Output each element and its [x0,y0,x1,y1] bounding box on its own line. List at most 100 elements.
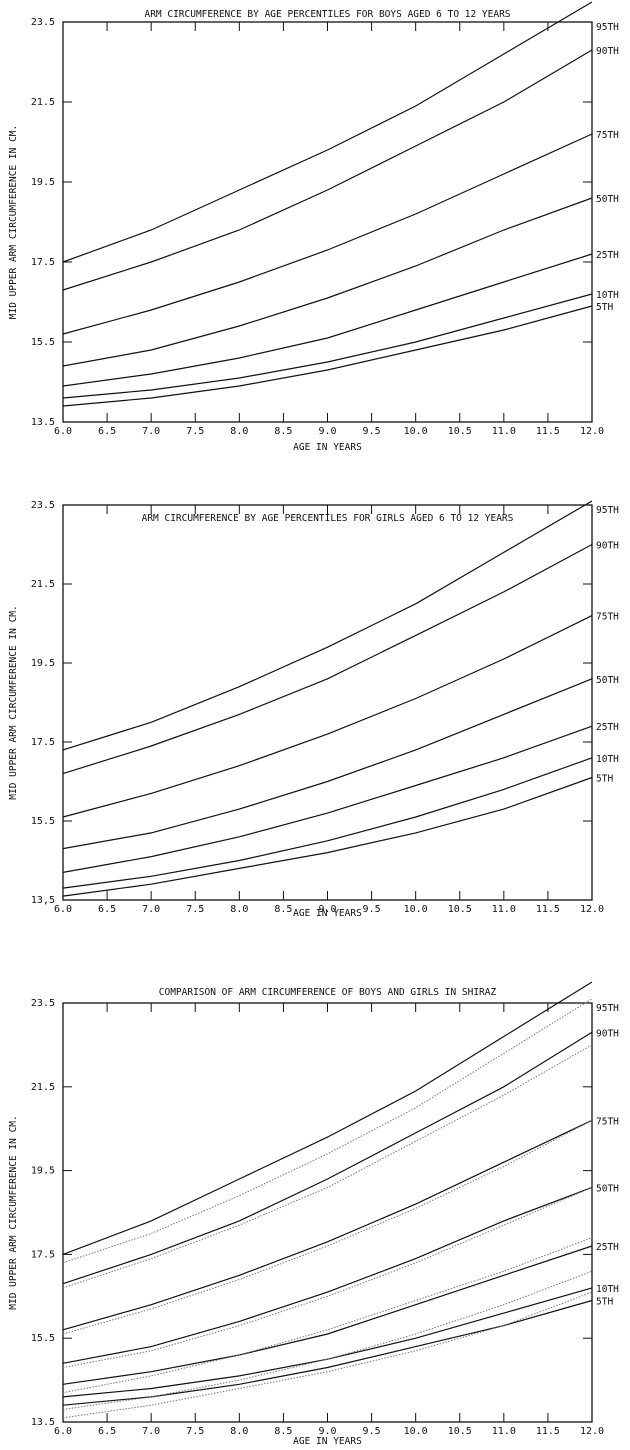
series-label-50th: 50TH [596,675,619,686]
series-line-50th [62,197,593,367]
series-line-75th-boys [62,1119,593,1331]
series-line-95th [62,500,593,751]
x-tick-label: 7.0 [142,426,160,437]
series-line-95th-girls [62,998,593,1264]
y-tick-label: 17.5 [31,1249,55,1260]
series-line-5th [62,305,593,407]
series-line-10th-girls [62,1270,593,1410]
x-tick-label: 6.5 [98,1426,116,1437]
x-tick-label: 8.0 [230,904,248,915]
x-tick-label: 6.0 [54,426,72,437]
chart-2: COMPARISON OF ARM CIRCUMFERENCE OF BOYS … [8,981,619,1447]
x-tick-label: 8.0 [230,1426,248,1437]
series-label-95th: 95TH [596,1003,619,1014]
x-tick-label: 10.5 [448,904,472,915]
series-line-10th-boys [62,1287,593,1398]
x-tick-label: 11.0 [492,1426,516,1437]
x-tick-label: 9.0 [318,426,336,437]
x-axis-label: AGE IN YEARS [293,908,362,919]
series-label-90th: 90TH [596,1028,619,1039]
series-label-10th: 10TH [596,754,619,765]
y-tick-label: 13,5 [31,895,55,906]
x-tick-label: 6.5 [98,904,116,915]
series-line-50th-girls [62,1186,593,1368]
x-tick-label: 7.0 [142,1426,160,1437]
y-tick-label: 23.5 [31,998,55,1009]
series-line-50th [62,678,593,850]
x-tick-label: 11.5 [536,426,560,437]
x-tick-label: 7.5 [186,426,204,437]
series-line-10th [62,293,593,399]
x-axis-label: AGE IN YEARS [293,442,362,453]
chart-1: ARM CIRCUMFERENCE BY AGE PERCENTILES FOR… [8,500,619,919]
series-line-25th [62,253,593,387]
x-tick-label: 9.0 [318,904,336,915]
series-label-50th: 50TH [596,194,619,205]
y-tick-label: 19.5 [31,1166,55,1177]
y-tick-label: 13.5 [31,417,55,428]
series-line-90th [62,543,593,775]
series-line-90th [62,49,593,291]
x-tick-label: 11.0 [492,426,516,437]
series-line-50th-boys [62,1186,593,1364]
chart-0: ARM CIRCUMFERENCE BY AGE PERCENTILES FOR… [8,1,619,453]
series-label-25th: 25TH [596,722,619,733]
series-label-10th: 10TH [596,290,619,301]
series-label-75th: 75TH [596,612,619,623]
y-tick-label: 19.5 [31,658,55,669]
x-tick-label: 6.0 [54,1426,72,1437]
x-tick-label: 12.0 [580,1426,604,1437]
y-tick-label: 21.5 [31,579,55,590]
y-tick-label: 19.5 [31,177,55,188]
series-line-5th-girls [62,1291,593,1419]
series-label-5th: 5TH [596,1296,613,1307]
series-label-50th: 50TH [596,1183,619,1194]
series-label-90th: 90TH [596,46,619,57]
x-tick-label: 10.0 [404,426,428,437]
series-label-10th: 10TH [596,1284,619,1295]
series-line-75th [62,133,593,335]
x-tick-label: 8.5 [274,426,292,437]
x-tick-label: 8.5 [274,904,292,915]
y-tick-label: 15.5 [31,816,55,827]
x-tick-label: 9.0 [318,1426,336,1437]
x-tick-label: 12.0 [580,426,604,437]
x-tick-label: 10.0 [404,1426,428,1437]
series-line-5th [62,776,593,897]
chart-title: COMPARISON OF ARM CIRCUMFERENCE OF BOYS … [159,987,497,998]
series-label-5th: 5TH [596,774,613,785]
series-label-25th: 25TH [596,250,619,261]
y-axis-label: MID UPPER ARM CIRCUMFERENCE IN CM. [8,1115,19,1309]
y-tick-label: 21.5 [31,1082,55,1093]
series-label-5th: 5TH [596,302,613,313]
x-tick-label: 10.5 [448,426,472,437]
series-label-95th: 95TH [596,22,619,33]
x-tick-label: 12.0 [580,904,604,915]
x-tick-label: 7.5 [186,904,204,915]
chart-title: ARM CIRCUMFERENCE BY AGE PERCENTILES FOR… [144,9,510,20]
series-line-10th [62,757,593,889]
series-line-95th-boys [62,981,593,1255]
x-tick-label: 6.0 [54,904,72,915]
series-label-75th: 75TH [596,130,619,141]
x-tick-label: 11.5 [536,904,560,915]
series-label-90th: 90TH [596,541,619,552]
x-tick-label: 10.0 [404,904,428,915]
x-tick-label: 9.5 [363,1426,381,1437]
x-tick-label: 10.5 [448,1426,472,1437]
series-line-90th-boys [62,1031,593,1285]
y-tick-label: 15.5 [31,1333,55,1344]
series-line-25th [62,725,593,873]
x-tick-label: 9.5 [363,904,381,915]
x-tick-label: 7.0 [142,904,160,915]
series-label-25th: 25TH [596,1242,619,1253]
y-axis-label: MID UPPER ARM CIRCUMFERENCE IN CM. [8,125,19,319]
x-tick-label: 7.5 [186,1426,204,1437]
y-tick-label: 23.5 [31,17,55,28]
y-axis-label: MID UPPER ARM CIRCUMFERENCE IN CM. [8,605,19,799]
series-line-75th-girls [62,1119,593,1335]
x-tick-label: 6.5 [98,426,116,437]
series-line-75th [62,615,593,818]
y-tick-label: 21.5 [31,97,55,108]
